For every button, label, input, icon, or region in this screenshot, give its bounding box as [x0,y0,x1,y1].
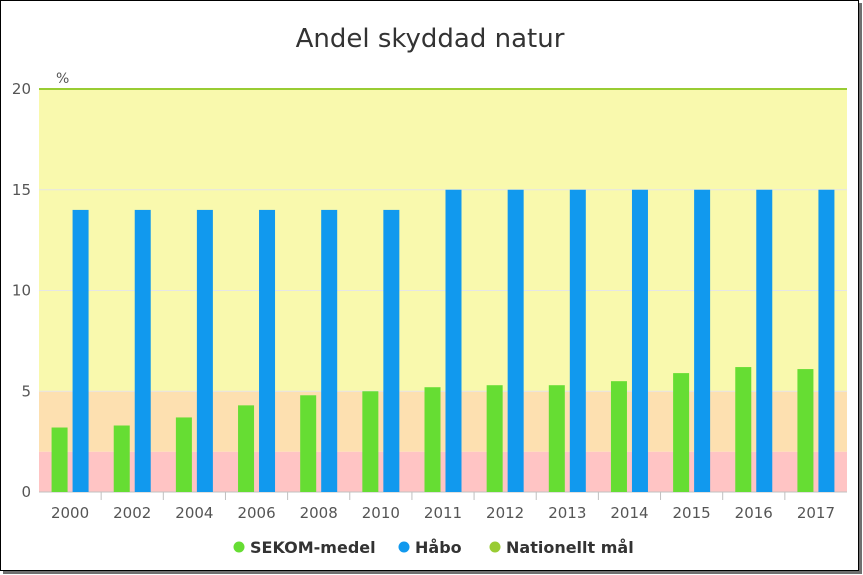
x-tick-label: 2008 [300,504,338,522]
bar-habo [507,189,524,492]
x-tick-label: 2017 [797,504,835,522]
bar-habo [445,189,462,492]
x-tick-label: 2004 [175,504,213,522]
background-band [39,391,847,452]
bar-sekom-medel [51,427,68,492]
background-band [39,451,847,492]
bar-habo [631,189,648,492]
legend-label: SEKOM-medel [250,538,376,557]
bar-habo [818,189,835,492]
x-tick-label: 2002 [113,504,151,522]
bar-sekom-medel [175,417,192,492]
y-tick-label: 0 [21,483,31,501]
legend-marker [489,541,501,553]
x-tick-label: 2011 [424,504,462,522]
x-tick-label: 2000 [51,504,89,522]
legend-label: Nationellt mål [506,538,634,557]
bar-sekom-medel [238,405,255,492]
x-tick-label: 2013 [548,504,586,522]
bar-sekom-medel [673,373,690,492]
bar-habo [756,189,773,492]
bar-habo [694,189,711,492]
bar-habo [134,209,151,492]
bar-sekom-medel [610,381,627,492]
chart-title: Andel skyddad natur [296,24,565,54]
legend-marker [233,541,245,553]
bar-habo [321,209,338,492]
y-unit-label: % [56,71,69,87]
x-tick-label: 2006 [237,504,275,522]
bar-sekom-medel [424,387,441,492]
bar-habo [259,209,276,492]
y-tick-label: 15 [12,181,31,199]
legend-label: Håbo [415,538,462,557]
background-band [39,89,847,392]
bar-habo [569,189,586,492]
background-bands [39,89,847,492]
bars [51,189,835,492]
x-axis-ticks: 2000 2002 2004 2006 2008 2010 2011 2012 2013 2014… [51,492,835,522]
legend: SEKOM-medel Håbo Nationellt mål [233,538,634,557]
x-tick-label: 2014 [610,504,648,522]
y-axis-ticks: 0 5 10 15 20 [12,80,31,501]
bar-sekom-medel [797,369,814,492]
bar-habo [383,209,400,492]
x-tick-label: 2015 [673,504,711,522]
bar-habo [196,209,213,492]
bar-habo [72,209,89,492]
legend-marker [398,541,410,553]
bar-sekom-medel [362,391,379,492]
grid-lines [39,189,847,493]
x-tick-label: 2016 [735,504,773,522]
y-tick-label: 20 [12,80,31,98]
bar-sekom-medel [300,395,317,492]
y-tick-label: 5 [21,382,31,400]
bar-sekom-medel [486,385,503,492]
x-tick-label: 2010 [362,504,400,522]
y-tick-label: 10 [12,282,31,300]
bar-sekom-medel [735,367,752,492]
x-tick-label: 2012 [486,504,524,522]
bar-sekom-medel [548,385,565,492]
bar-sekom-medel [113,425,130,492]
